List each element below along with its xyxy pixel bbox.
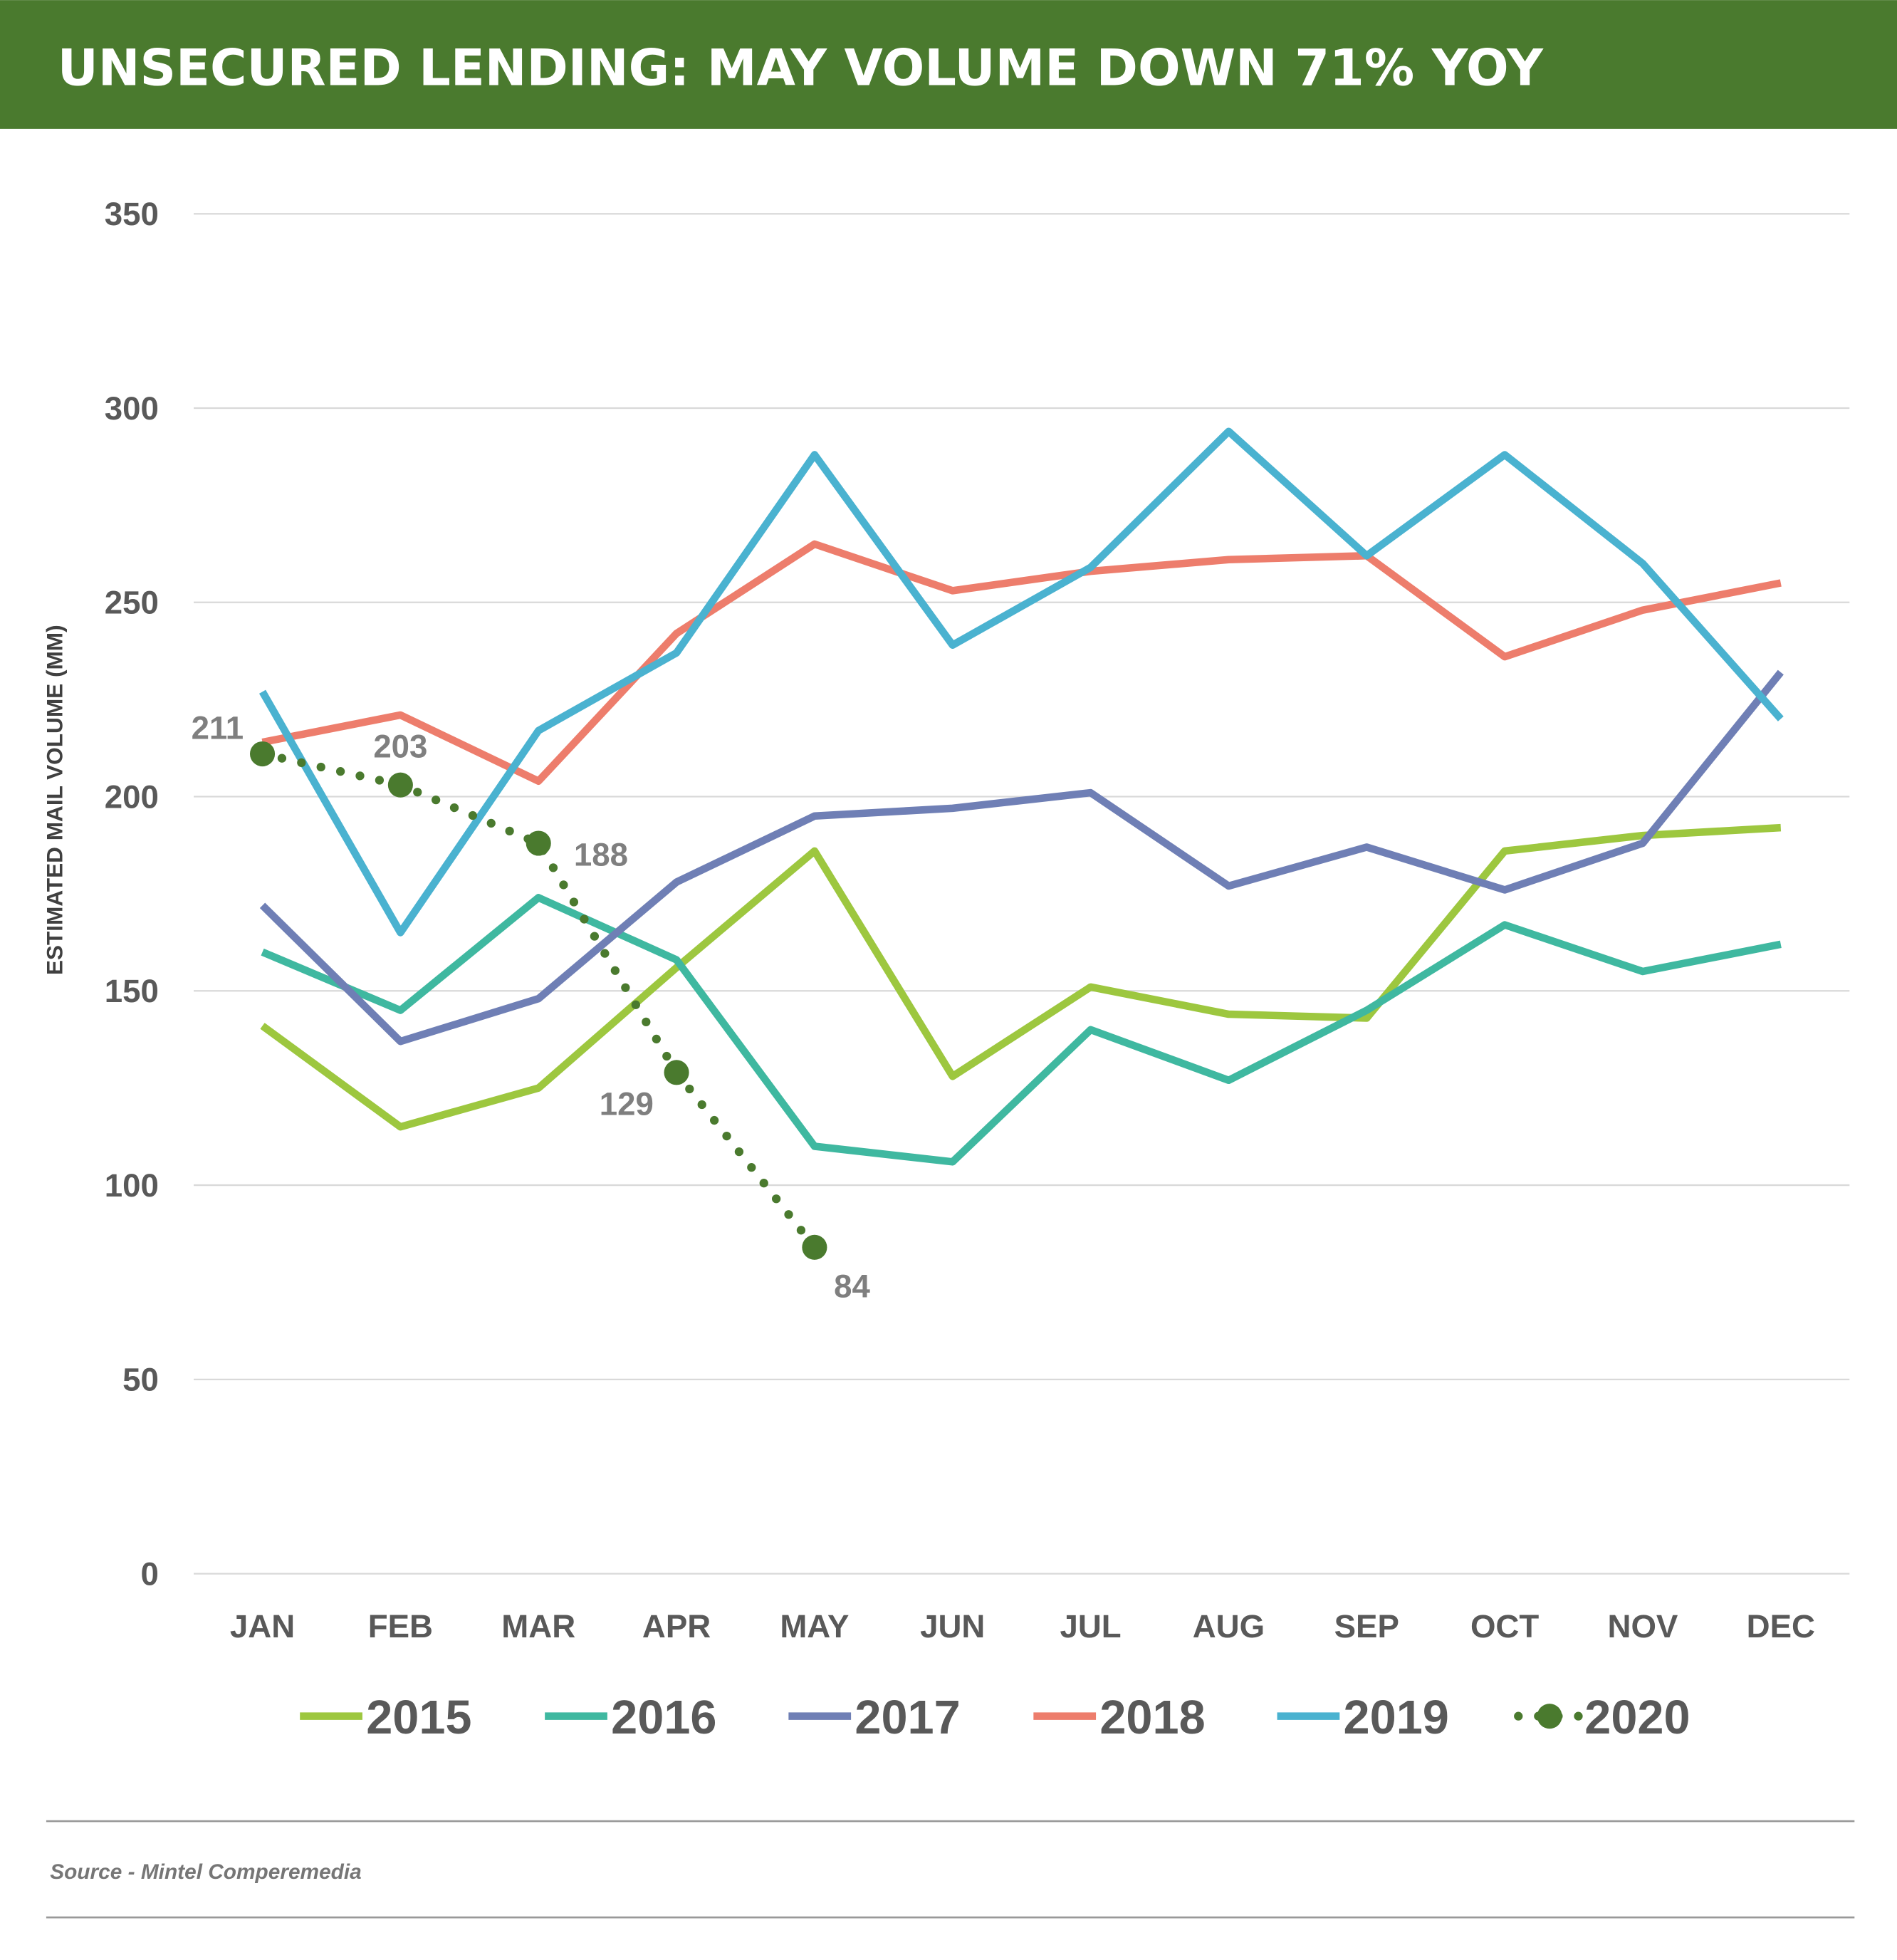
legend-label-2019: 2019 (1344, 1691, 1449, 1744)
y-tick-label: 50 (122, 1362, 159, 1398)
series-line-2017 (259, 669, 1784, 1046)
series-lines: 211 203 188 129 84 (192, 427, 1784, 1305)
series-line-2016 (261, 894, 1782, 1166)
header-bar (0, 0, 1897, 129)
legend-label-2017: 2017 (855, 1691, 960, 1744)
gridlines (194, 213, 1850, 1575)
x-tick-label: MAY (780, 1608, 849, 1644)
legend: 2015 2016 2017 2018 2019 2020 (300, 1691, 1690, 1744)
legend-label-2015: 2015 (366, 1691, 471, 1744)
legend-marker (1537, 1704, 1562, 1729)
x-tick-label: DEC (1747, 1608, 1815, 1644)
data-label: 84 (834, 1268, 870, 1305)
source-note: Source - Mintel Comperemedia (50, 1860, 362, 1884)
series-line-2019 (258, 427, 1784, 937)
data-point-2020 (664, 1060, 689, 1085)
series-line-2018 (261, 540, 1782, 785)
data-point-2020 (249, 741, 276, 767)
data-label: 211 (192, 709, 244, 746)
y-tick-label: 300 (105, 390, 159, 427)
data-label: 203 (373, 729, 427, 765)
data-label: 129 (600, 1086, 654, 1122)
x-tick-label: JAN (230, 1608, 295, 1644)
data-point-2020 (526, 830, 551, 856)
x-tick-label: AUG (1193, 1608, 1265, 1644)
x-axis: JAN FEB MAR APR MAY JUN JUL AUG SEP OCT NOV DEC (230, 1608, 1815, 1644)
x-tick-label: SEP (1334, 1608, 1399, 1644)
chart-title: UNSECURED LENDING: MAY VOLUME DOWN 71% Y… (58, 38, 1544, 97)
x-tick-label: JUN (920, 1608, 985, 1644)
x-tick-label: APR (642, 1608, 711, 1644)
y-tick-label: 150 (105, 973, 159, 1009)
legend-label-2018: 2018 (1099, 1691, 1205, 1744)
y-axis: 0 50 100 150 200 250 300 350 (105, 196, 159, 1592)
x-tick-label: OCT (1470, 1608, 1539, 1644)
y-tick-label: 100 (105, 1167, 159, 1204)
x-tick-label: NOV (1608, 1608, 1678, 1644)
y-tick-label: 350 (105, 196, 159, 232)
x-tick-label: JUL (1060, 1608, 1121, 1644)
legend-label-2020: 2020 (1584, 1691, 1690, 1744)
x-tick-label: FEB (368, 1608, 433, 1644)
y-tick-label: 250 (105, 585, 159, 621)
x-tick-label: MAR (501, 1608, 575, 1644)
y-axis-label: ESTIMATED MAIL VOLUME (MM) (42, 625, 68, 975)
data-point-2020 (387, 772, 413, 798)
data-label: 188 (574, 837, 628, 873)
legend-label-2016: 2016 (611, 1691, 716, 1744)
series-line-2015 (260, 823, 1782, 1131)
y-tick-label: 0 (141, 1555, 159, 1592)
y-tick-label: 200 (105, 778, 159, 815)
data-point-2020 (802, 1234, 827, 1260)
